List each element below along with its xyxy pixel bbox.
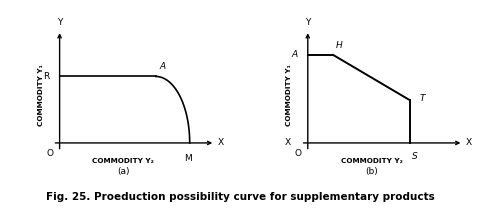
Text: (a): (a)	[117, 167, 130, 176]
Text: X: X	[218, 139, 224, 147]
Text: A: A	[292, 51, 298, 59]
Text: Y: Y	[305, 18, 311, 27]
Text: Y: Y	[57, 18, 62, 27]
Text: (b): (b)	[365, 167, 378, 176]
Text: H: H	[336, 41, 342, 50]
Text: COMMODITY Y₁: COMMODITY Y₁	[38, 64, 44, 126]
Text: R: R	[44, 72, 50, 81]
Text: M: M	[184, 154, 192, 163]
Text: T: T	[420, 94, 425, 103]
Text: O: O	[294, 149, 301, 158]
Text: COMMODITY Y₁: COMMODITY Y₁	[287, 64, 292, 126]
Text: X: X	[466, 139, 472, 147]
Text: A: A	[160, 62, 166, 71]
Text: Fig. 25. Proeduction possibility curve for supplementary products: Fig. 25. Proeduction possibility curve f…	[46, 192, 434, 202]
Text: COMMODITY Y₂: COMMODITY Y₂	[340, 158, 402, 164]
Text: COMMODITY Y₂: COMMODITY Y₂	[92, 158, 154, 164]
Text: X: X	[285, 139, 291, 147]
Text: O: O	[46, 149, 53, 158]
Text: S: S	[412, 151, 418, 161]
